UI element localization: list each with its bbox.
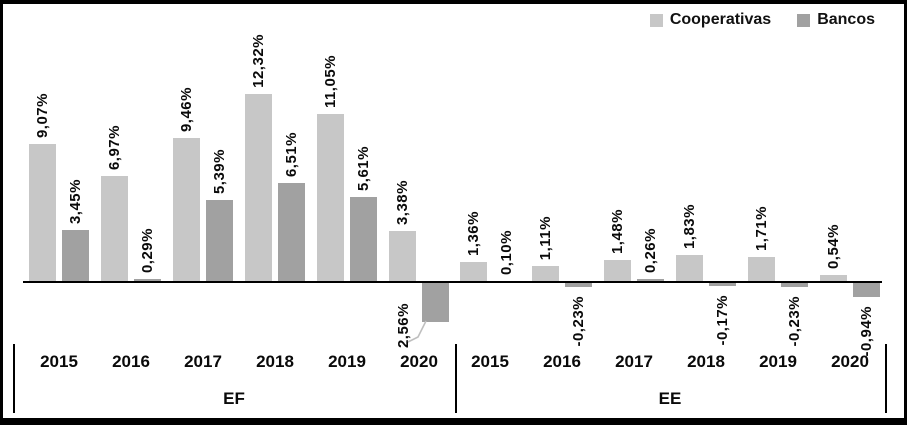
- axis-tick-ee-2015: 2015: [471, 352, 509, 371]
- value-label-ee-2018-cooperativas: 1,83%: [681, 203, 698, 249]
- bar-ef-2017-bancos: [206, 200, 233, 283]
- bar-ee-2016-cooperativas: [532, 266, 559, 283]
- value-label-ee-2017-cooperativas: 1,48%: [609, 208, 626, 254]
- value-label-ee-2019-cooperativas: 1,71%: [753, 205, 770, 251]
- value-label-ee-2016-bancos: -0,23%: [570, 296, 587, 347]
- value-label-ef-2015-cooperativas: 9,07%: [34, 92, 51, 138]
- value-label-ef-2017-cooperativas: 9,46%: [178, 86, 195, 132]
- x-axis-line: [23, 281, 882, 283]
- bar-ef-2020-bancos: [422, 283, 449, 322]
- axis-tick-ee-2019: 2019: [759, 352, 797, 371]
- value-label-ef-2019-bancos: 5,61%: [355, 145, 372, 191]
- bar-ef-2015-cooperativas: [29, 144, 56, 283]
- value-label-ef-2018-cooperativas: 12,32%: [250, 34, 267, 88]
- value-label-ee-2015-cooperativas: 1,36%: [465, 210, 482, 256]
- value-label-ee-2017-bancos: 0,26%: [642, 227, 659, 273]
- axis-tick-ee-2020: 2020: [831, 352, 869, 371]
- axis-tick-ee-2017: 2017: [615, 352, 653, 371]
- axis-group-label-ee: EE: [658, 389, 682, 408]
- category-divider-middle: [455, 344, 457, 413]
- value-label-ee-2020-bancos: -0,94%: [858, 306, 875, 357]
- bar-ef-2015-bancos: [62, 230, 89, 283]
- category-divider-right: [885, 344, 887, 413]
- bar-ef-2018-cooperativas: [245, 94, 272, 283]
- axis-group-label-ef: EF: [223, 389, 245, 408]
- value-label-ef-2015-bancos: 3,45%: [67, 178, 84, 224]
- axis-tick-ef-2015: 2015: [40, 352, 78, 371]
- axis-tick-ee-2018: 2018: [687, 352, 725, 371]
- value-label-ee-2019-bancos: -0,23%: [786, 296, 803, 347]
- legend-label-cooperativas: Cooperativas: [669, 11, 772, 28]
- value-label-ee-2020-cooperativas: 0,54%: [825, 223, 842, 269]
- bar-ef-2016-cooperativas: [101, 176, 128, 283]
- value-label-ef-2019-cooperativas: 11,05%: [322, 54, 339, 108]
- legend-item-cooperativas: Cooperativas: [649, 11, 772, 28]
- value-label-ee-2018-bancos: -0,17%: [714, 295, 731, 346]
- legend: Cooperativas Bancos: [649, 11, 875, 28]
- axis-tick-ef-2017: 2017: [184, 352, 222, 371]
- value-label-ef-2016-cooperativas: 6,97%: [106, 124, 123, 170]
- value-label-ee-2016-cooperativas: 1,11%: [537, 215, 554, 260]
- bar-ee-2018-cooperativas: [676, 255, 703, 283]
- bar-ee-2019-bancos: [781, 283, 808, 287]
- bar-ee-2016-bancos: [565, 283, 592, 287]
- axis-tick-ef-2016: 2016: [112, 352, 150, 371]
- bar-ee-2018-bancos: [709, 283, 736, 286]
- legend-item-bancos: Bancos: [797, 12, 875, 28]
- value-label-ef-2017-bancos: 5,39%: [211, 148, 228, 194]
- axis-tick-ef-2018: 2018: [256, 352, 294, 371]
- bar-ee-2015-cooperativas: [460, 262, 487, 283]
- legend-swatch-bancos: [797, 13, 811, 27]
- bar-ef-2019-bancos: [350, 197, 377, 283]
- axis-tick-ee-2016: 2016: [543, 352, 581, 371]
- legend-label-bancos: Bancos: [817, 11, 875, 28]
- callout-leader-line: [407, 320, 427, 343]
- bar-ef-2017-cooperativas: [173, 138, 200, 283]
- bar-ee-2020-bancos: [853, 283, 880, 297]
- category-divider-left: [13, 344, 15, 413]
- bar-ef-2018-bancos: [278, 183, 305, 283]
- bar-ef-2019-cooperativas: [317, 114, 344, 283]
- axis-tick-ef-2020: 2020: [400, 352, 438, 371]
- value-label-ee-2015-bancos: 0,10%: [498, 229, 515, 275]
- bar-ee-2017-cooperativas: [604, 260, 631, 283]
- bar-ee-2019-cooperativas: [748, 257, 775, 283]
- legend-swatch-cooperativas: [649, 13, 663, 27]
- bar-ef-2020-cooperativas: [389, 231, 416, 283]
- value-label-ef-2016-bancos: 0,29%: [139, 227, 156, 273]
- value-label-ef-2018-bancos: 6,51%: [283, 131, 300, 177]
- axis-tick-ef-2019: 2019: [328, 352, 366, 371]
- bar-ee-2020-cooperativas: [820, 275, 847, 283]
- value-label-ef-2020-cooperativas: 3,38%: [394, 179, 411, 225]
